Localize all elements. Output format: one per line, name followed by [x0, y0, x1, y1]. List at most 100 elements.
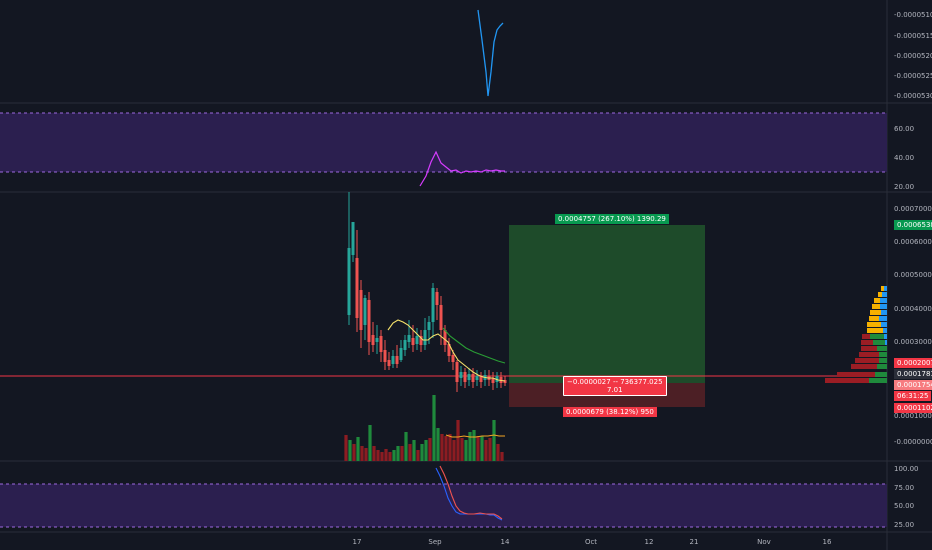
candle-body — [451, 355, 455, 362]
profile-bar — [885, 340, 887, 345]
volume-bar — [452, 440, 456, 461]
volume-bar — [468, 432, 472, 461]
pane2-tick: 40.00 — [894, 154, 914, 162]
profile-bar — [837, 372, 875, 377]
candle-body — [495, 376, 499, 382]
profile-bar — [851, 364, 877, 369]
volume-bar — [456, 420, 460, 461]
volume-bar — [448, 434, 452, 461]
candle-body — [411, 338, 415, 345]
ma-slow-line — [442, 327, 506, 364]
candle-body — [471, 374, 475, 382]
position-center-line1: −0.0000027 -- 736377.025 — [567, 378, 663, 386]
pane4-tick: 50.00 — [894, 502, 914, 510]
candle-body — [375, 338, 379, 342]
volume-bar — [384, 449, 388, 461]
candle-body — [387, 360, 391, 366]
candle-body — [439, 305, 443, 330]
candle-body — [403, 340, 407, 350]
profile-bar — [882, 292, 887, 297]
profit-target-label[interactable]: 0.0004757 (267.10%) 1390.29 — [555, 214, 669, 224]
price-tick: 0.0006000 — [894, 238, 932, 246]
time-label: 16 — [823, 538, 832, 546]
volume-bar — [480, 436, 484, 461]
profile-bar — [861, 346, 877, 351]
profile-bar — [884, 334, 887, 339]
candle-body — [379, 336, 383, 352]
candle-body — [435, 292, 439, 305]
time-label: Nov — [757, 538, 771, 546]
profile-bar — [874, 298, 880, 303]
candlesticks — [347, 192, 507, 392]
price-tick: 0.0003000 — [894, 338, 932, 346]
candle-body — [391, 356, 395, 364]
position-center-label[interactable]: −0.0000027 -- 736377.025 7.01 — [563, 376, 667, 396]
candle-body — [467, 374, 471, 380]
profile-bar — [825, 378, 869, 383]
pane2-tick: 20.00 — [894, 183, 914, 191]
price-tick: -0.0000000 — [894, 438, 932, 446]
stop-loss-label[interactable]: 0.0000679 (38.12%) 950 — [563, 407, 657, 417]
profile-bar — [880, 298, 887, 303]
pane1-tick: -0.0000510 — [894, 11, 932, 19]
volume-bar — [488, 438, 492, 461]
profile-bar — [879, 316, 887, 321]
volume-bar — [444, 436, 448, 461]
volume-bar — [412, 440, 416, 461]
price-tick: 0.0007000 — [894, 205, 932, 213]
volume-profile — [825, 286, 887, 383]
volume-bar — [428, 438, 432, 461]
profile-bar — [880, 304, 887, 309]
pane4-tick: 25.00 — [894, 521, 914, 529]
time-label: 12 — [645, 538, 654, 546]
volume-bar — [496, 444, 500, 461]
volume-bar — [432, 395, 436, 461]
candle-body — [447, 344, 451, 356]
profile-bar — [869, 378, 887, 383]
target-price-badge[interactable]: 0.0006538 — [894, 220, 932, 230]
candle-body — [503, 380, 507, 383]
current-price-badge: 0.0001754 — [894, 380, 932, 390]
time-label: 14 — [501, 538, 510, 546]
profile-bar — [879, 358, 887, 363]
time-label: 17 — [353, 538, 362, 546]
volume-bar — [352, 444, 356, 461]
ma-fast-line — [387, 319, 506, 382]
price-tick: 0.0001000 — [894, 412, 932, 420]
candle-body — [371, 335, 375, 345]
profit-zone[interactable] — [509, 225, 705, 383]
profile-bar — [877, 364, 887, 369]
volume-bar — [408, 444, 412, 461]
candle-body — [383, 350, 387, 362]
volume-bar — [368, 425, 372, 461]
volume-bar — [404, 432, 408, 461]
volume-bar — [484, 440, 488, 461]
volume-bar — [344, 435, 348, 461]
candle-body — [407, 335, 411, 342]
profile-bar — [867, 322, 881, 327]
price-tick: 0.0005000 — [894, 271, 932, 279]
volume-bar — [416, 450, 420, 461]
time-label: Sep — [428, 538, 442, 546]
profile-bar — [881, 286, 884, 291]
volume-bar — [348, 440, 352, 461]
pane1-tick: -0.0000515 — [894, 32, 932, 40]
volume-bar — [476, 436, 480, 461]
candle-body — [359, 290, 363, 330]
volume-bar — [388, 452, 392, 461]
candle-body — [367, 300, 371, 342]
volume-bar — [436, 428, 440, 461]
profile-bar — [870, 334, 884, 339]
volume-bar — [440, 434, 444, 461]
stop-price-badge[interactable]: 0.0001102 — [894, 403, 932, 413]
price-tick: 0.0004000 — [894, 305, 932, 313]
volume-bar — [424, 440, 428, 461]
candle-body — [351, 222, 355, 255]
candle-body — [455, 362, 459, 382]
candle-body — [479, 376, 483, 382]
profile-bar — [869, 316, 879, 321]
profile-bar — [881, 310, 887, 315]
pane1-tick: -0.0000525 — [894, 72, 932, 80]
